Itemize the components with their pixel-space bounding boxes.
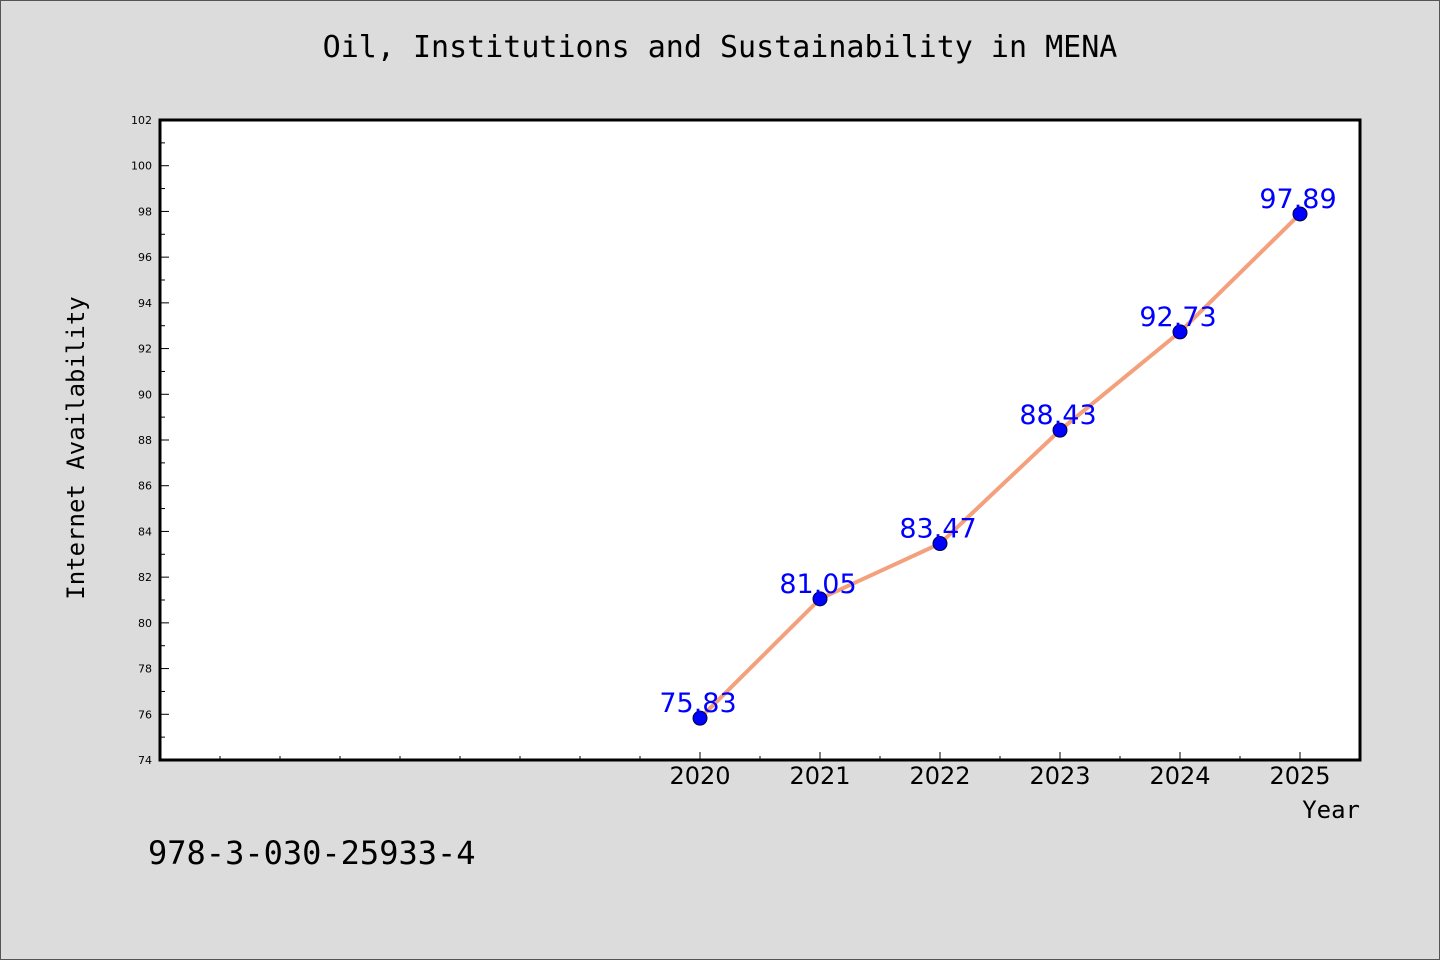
y-axis-label: Internet Availability [62,296,90,600]
y-tick-label-100: 100 [131,160,152,173]
y-tick-label-92: 92 [138,343,152,356]
y-tick-label-78: 78 [138,663,152,676]
data-point-2021 [812,591,828,607]
data-label-2023: 88.43 [1019,400,1096,431]
y-tick-label-88: 88 [138,434,152,447]
isbn-footer: 978-3-030-25933-4 [148,834,476,872]
data-label-2020: 75.83 [659,688,736,719]
y-tick-label-98: 98 [138,205,152,218]
y-tick-label-74: 74 [138,754,152,767]
series-line [698,211,1302,721]
plot-border [158,118,1362,762]
data-point-2022 [932,536,948,552]
data-point-2024 [1172,324,1188,340]
chart-title: Oil, Institutions and Sustainability in … [322,30,1118,65]
y-tick-label-84: 84 [138,525,152,538]
x-tick-label-2024: 2024 [1149,762,1210,790]
data-label-2024: 92.73 [1139,302,1216,333]
x-tick-label-2025: 2025 [1269,762,1330,790]
y-tick-label-96: 96 [138,251,152,264]
data-point-2025 [1292,206,1308,222]
plot-area [160,120,1360,760]
y-tick-label-86: 86 [138,480,152,493]
y-tick-label-80: 80 [138,617,152,630]
x-tick-label-2021: 2021 [789,762,850,790]
x-axis-label: Year [1302,796,1360,824]
y-tick-label-102: 102 [131,114,152,127]
y-tick-label-90: 90 [138,388,152,401]
x-tick-label-2022: 2022 [909,762,970,790]
data-label-2022: 83.47 [899,514,976,545]
data-label-2021: 81.05 [779,569,856,600]
x-tick-label-2023: 2023 [1029,762,1090,790]
data-point-2020 [692,710,708,726]
x-tick-label-2020: 2020 [669,762,730,790]
y-tick-label-82: 82 [138,571,152,584]
y-tick-label-76: 76 [138,708,152,721]
y-tick-label-94: 94 [138,297,152,310]
data-point-2023 [1052,422,1068,438]
data-label-2025: 97.89 [1259,184,1336,215]
